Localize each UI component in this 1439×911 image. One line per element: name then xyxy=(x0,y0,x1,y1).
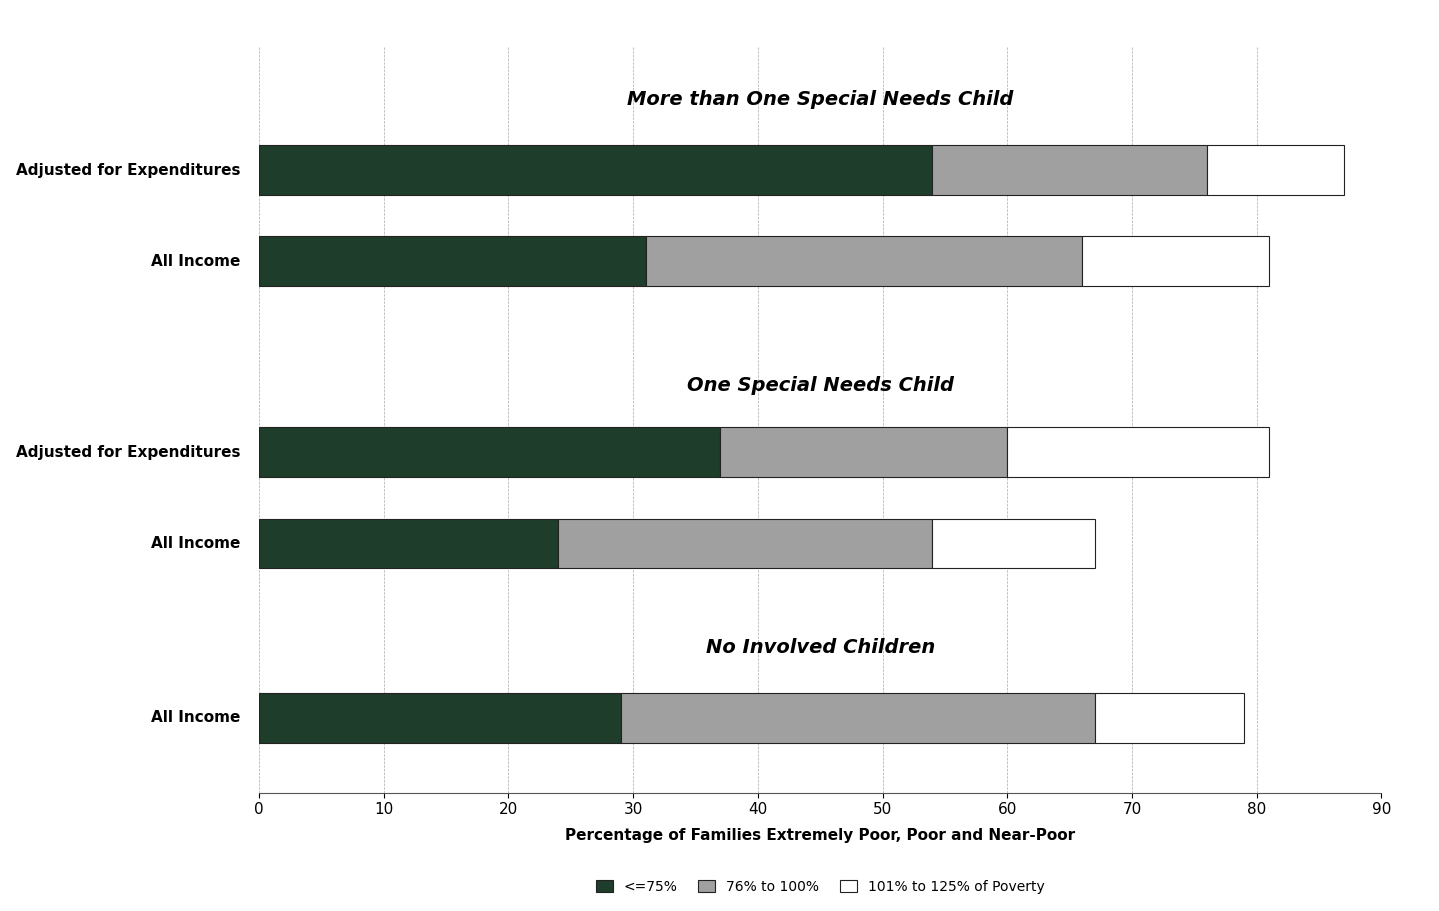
Bar xyxy=(932,145,1207,195)
Bar xyxy=(646,237,1082,286)
Bar xyxy=(1095,693,1245,742)
Bar xyxy=(259,693,620,742)
Bar xyxy=(259,145,932,195)
Bar xyxy=(1082,237,1269,286)
Bar xyxy=(1207,145,1344,195)
Text: All Income: All Income xyxy=(151,536,240,551)
Bar xyxy=(1007,427,1269,477)
Text: No Involved Children: No Involved Children xyxy=(705,638,935,657)
Legend: <=75%, 76% to 100%, 101% to 125% of Poverty: <=75%, 76% to 100%, 101% to 125% of Pove… xyxy=(590,875,1050,899)
Text: All Income: All Income xyxy=(151,254,240,269)
X-axis label: Percentage of Families Extremely Poor, Poor and Near-Poor: Percentage of Families Extremely Poor, P… xyxy=(566,828,1075,844)
Bar xyxy=(259,427,721,477)
Bar xyxy=(259,237,646,286)
Bar xyxy=(558,518,932,568)
Text: Adjusted for Expenditures: Adjusted for Expenditures xyxy=(16,162,240,178)
Bar xyxy=(259,518,558,568)
Text: All Income: All Income xyxy=(151,711,240,725)
Text: One Special Needs Child: One Special Needs Child xyxy=(686,376,954,395)
Text: More than One Special Needs Child: More than One Special Needs Child xyxy=(627,90,1013,109)
Bar xyxy=(932,518,1095,568)
Bar xyxy=(620,693,1095,742)
Bar xyxy=(721,427,1007,477)
Text: Adjusted for Expenditures: Adjusted for Expenditures xyxy=(16,445,240,460)
